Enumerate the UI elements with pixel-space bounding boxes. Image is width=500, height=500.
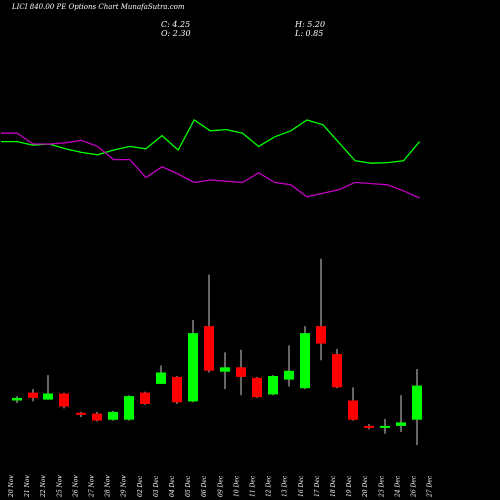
candle bbox=[300, 326, 310, 390]
x-tick-label: 13 Dec bbox=[282, 475, 289, 497]
candle-body bbox=[284, 370, 294, 380]
candle bbox=[12, 396, 22, 404]
candle-body bbox=[332, 354, 342, 388]
candle bbox=[380, 418, 390, 434]
candle-body bbox=[348, 400, 358, 420]
x-tick-label: 26 Dec bbox=[411, 475, 418, 498]
candle-body bbox=[300, 333, 310, 389]
candle bbox=[412, 369, 422, 446]
candle-body bbox=[252, 377, 262, 398]
candle bbox=[140, 391, 150, 405]
candle-body bbox=[236, 367, 246, 377]
candle-body bbox=[188, 333, 198, 402]
candles bbox=[12, 258, 422, 446]
candle bbox=[92, 411, 102, 422]
candle-body bbox=[92, 413, 102, 421]
x-tick-label: 23 Dec bbox=[378, 475, 385, 498]
candle-body bbox=[380, 425, 390, 428]
candle bbox=[108, 411, 118, 421]
candle-body bbox=[268, 376, 278, 395]
candle bbox=[59, 392, 69, 409]
candle-body bbox=[12, 397, 22, 401]
candle bbox=[268, 375, 278, 396]
x-tick-label: 04 Dec bbox=[169, 475, 176, 497]
x-tick-label: 27 Dec bbox=[427, 475, 434, 498]
candle bbox=[252, 376, 262, 398]
candle-body bbox=[28, 392, 38, 398]
close-value: C: 4.25 bbox=[161, 20, 191, 29]
candle bbox=[364, 424, 374, 430]
candle-body bbox=[204, 326, 214, 371]
open-value: O: 2.30 bbox=[161, 29, 191, 38]
x-tick-label: 20 Dec bbox=[362, 475, 369, 498]
candle bbox=[156, 365, 166, 384]
candle bbox=[204, 274, 214, 373]
x-tick-label: 21 Nov bbox=[24, 475, 31, 498]
x-tick-label: 28 Nov bbox=[105, 475, 112, 498]
indicator-line-2 bbox=[1, 132, 420, 199]
candle bbox=[188, 320, 198, 403]
x-tick-label: 26 Nov bbox=[72, 475, 79, 498]
x-tick-label: 11 Dec bbox=[250, 475, 257, 497]
candle bbox=[332, 348, 342, 389]
candle-body bbox=[43, 393, 53, 400]
low-value: L: 0.85 bbox=[295, 29, 324, 38]
high-value: H: 5.20 bbox=[295, 20, 326, 29]
x-tick-label: 09 Dec bbox=[217, 475, 224, 497]
x-tick-label: 06 Dec bbox=[201, 475, 208, 497]
candle bbox=[124, 395, 134, 421]
x-tick-label: 16 Dec bbox=[298, 475, 305, 497]
candle bbox=[236, 349, 246, 396]
x-tick-label: 22 Nov bbox=[40, 475, 47, 498]
indicator-lines bbox=[1, 119, 421, 199]
candle bbox=[284, 345, 294, 387]
x-tick-label: 19 Dec bbox=[346, 475, 353, 497]
chart-title: LICI 840.00 PE Options Chart MunafaSutra… bbox=[12, 3, 185, 11]
candle-body bbox=[412, 385, 422, 420]
candle-body bbox=[156, 372, 166, 384]
x-tick-label: 20 Nov bbox=[8, 475, 15, 498]
candle-body bbox=[396, 422, 406, 426]
x-tick-label: 18 Dec bbox=[330, 475, 337, 497]
x-tick-label: 02 Dec bbox=[137, 475, 144, 497]
x-tick-label: 24 Dec bbox=[394, 475, 401, 498]
candle bbox=[316, 258, 326, 361]
candle bbox=[172, 376, 182, 404]
candle-body bbox=[108, 411, 118, 420]
x-tick-label: 05 Dec bbox=[185, 475, 192, 497]
candle bbox=[76, 411, 86, 418]
x-tick-label: 10 Dec bbox=[233, 475, 240, 497]
candle-body bbox=[172, 376, 182, 403]
candle bbox=[43, 375, 53, 400]
x-tick-label: 03 Dec bbox=[153, 475, 160, 497]
candle-body bbox=[316, 326, 326, 344]
x-tick-label: 25 Nov bbox=[56, 475, 63, 498]
candle bbox=[28, 389, 38, 402]
candle-body bbox=[364, 425, 374, 428]
candle bbox=[396, 395, 406, 432]
x-tick-label: 17 Dec bbox=[314, 475, 321, 497]
x-tick-label: 12 Dec bbox=[266, 475, 273, 497]
x-tick-label: 29 Nov bbox=[121, 475, 128, 498]
indicator-line-1 bbox=[1, 119, 421, 164]
candle-body bbox=[76, 412, 86, 415]
candle-body bbox=[220, 367, 230, 372]
x-axis-labels: 20 Nov 21 Nov 22 Nov 25 Nov 26 Nov 27 Nov 28 N… bbox=[8, 475, 434, 498]
candle-body bbox=[140, 392, 150, 404]
x-tick-label: 27 Nov bbox=[89, 475, 96, 498]
candle bbox=[220, 352, 230, 390]
candle-body bbox=[59, 393, 69, 407]
candle-body bbox=[124, 396, 134, 420]
candle bbox=[348, 387, 358, 421]
